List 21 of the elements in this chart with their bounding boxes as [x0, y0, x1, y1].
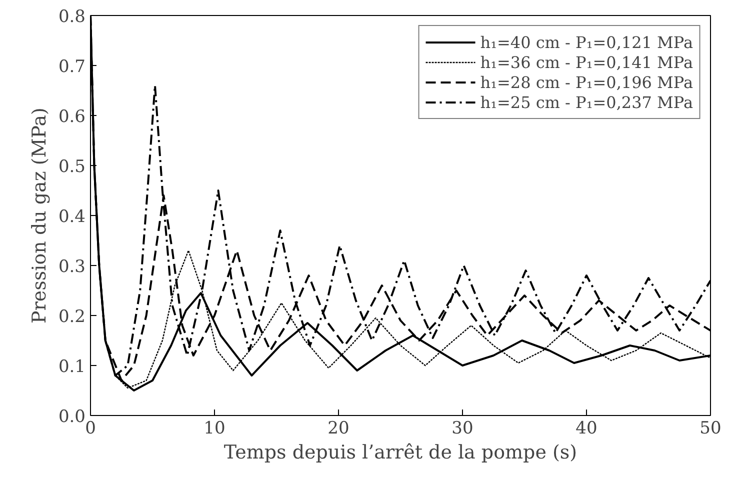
x-tick-label: 50 [700, 418, 722, 438]
legend-label: h₁=28 cm - P₁=0,196 MPa [480, 72, 693, 92]
legend-label: h₁=36 cm - P₁=0,141 MPa [480, 52, 693, 72]
y-tick-label: 0.4 [58, 207, 86, 227]
x-tick-label: 0 [85, 418, 96, 438]
y-axis-title: Pression du gaz (MPa) [28, 108, 50, 324]
x-tick-label: 10 [204, 418, 226, 438]
x-axis-title: Temps depuis l’arrêt de la pompe (s) [224, 442, 578, 464]
x-tick-label: 20 [328, 418, 350, 438]
y-tick-label: 0.7 [58, 57, 86, 77]
y-tick-label: 0.2 [58, 307, 86, 327]
legend-label: h₁=25 cm - P₁=0,237 MPa [480, 92, 693, 112]
y-tick-label: 0.8 [58, 7, 86, 27]
x-tick-label: 40 [576, 418, 598, 438]
y-tick-label: 0.1 [58, 357, 86, 377]
legend-label: h₁=40 cm - P₁=0,121 MPa [480, 32, 693, 52]
y-tick-label: 0.0 [58, 407, 86, 427]
y-tick-label: 0.6 [58, 107, 86, 127]
x-tick-label: 30 [452, 418, 474, 438]
y-tick-label: 0.5 [58, 157, 86, 177]
y-tick-label: 0.3 [58, 257, 86, 277]
